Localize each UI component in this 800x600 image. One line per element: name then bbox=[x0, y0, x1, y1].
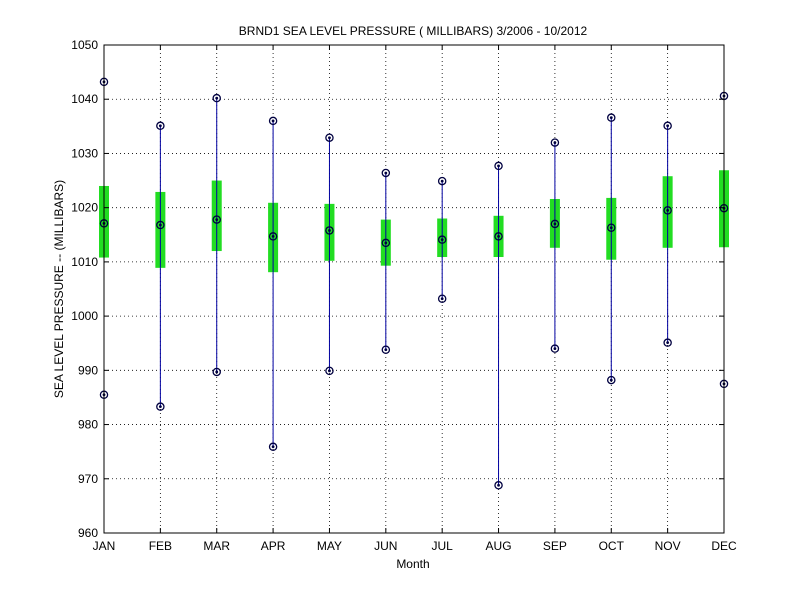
max-marker-apr-dot bbox=[271, 119, 275, 123]
min-marker-nov bbox=[663, 338, 672, 347]
max-marker-oct bbox=[607, 113, 616, 122]
median-marker-oct-dot bbox=[609, 226, 613, 230]
x-axis-label: Month bbox=[396, 557, 429, 571]
min-marker-may bbox=[325, 366, 334, 376]
y-tick-label: 1040 bbox=[71, 92, 98, 106]
max-marker-nov bbox=[663, 121, 672, 131]
median-marker-aug-dot bbox=[497, 235, 500, 238]
min-marker-aug bbox=[494, 481, 503, 490]
y-tick-label: 980 bbox=[78, 418, 98, 432]
x-tick-label: JUL bbox=[432, 539, 454, 553]
chart-title: BRND1 SEA LEVEL PRESSURE ( MILLIBARS) 3/… bbox=[239, 24, 588, 38]
max-marker-jul bbox=[437, 176, 447, 186]
median-marker-sep bbox=[550, 219, 560, 229]
median-marker-apr-dot bbox=[271, 235, 275, 238]
plot-frame bbox=[103, 44, 725, 534]
median-marker-sep-dot bbox=[553, 222, 557, 226]
median-marker-feb-dot bbox=[158, 223, 162, 227]
y-tick-label: 960 bbox=[78, 526, 98, 540]
max-marker-aug-dot bbox=[497, 164, 500, 168]
min-marker-jun-dot bbox=[384, 348, 388, 352]
x-tick-label: JUN bbox=[374, 539, 397, 553]
y-tick-label: 1020 bbox=[71, 201, 98, 215]
min-marker-may-dot bbox=[328, 369, 331, 373]
x-tick-label: AUG bbox=[486, 539, 512, 553]
min-marker-feb-dot bbox=[158, 405, 162, 409]
min-marker-aug-dot bbox=[497, 483, 500, 487]
max-marker-mar bbox=[212, 93, 221, 103]
median-marker-nov-dot bbox=[666, 208, 670, 212]
grid-layer bbox=[104, 45, 724, 533]
x-tick-label: MAR bbox=[203, 539, 230, 553]
x-tick-label: DEC bbox=[711, 539, 737, 553]
median-marker-jul-dot bbox=[440, 238, 444, 242]
x-tick-label: JAN bbox=[93, 539, 116, 553]
median-marker-mar bbox=[212, 215, 221, 224]
min-marker-jul-dot bbox=[440, 297, 444, 301]
min-marker-jun bbox=[381, 345, 391, 354]
y-tick-label: 1030 bbox=[71, 146, 98, 160]
min-marker-mar bbox=[212, 367, 221, 377]
min-marker-jul bbox=[437, 294, 447, 304]
max-marker-may bbox=[325, 133, 334, 142]
min-marker-apr bbox=[268, 442, 278, 452]
y-tick-label: 970 bbox=[78, 472, 98, 486]
median-marker-may-dot bbox=[328, 229, 331, 232]
y-tick-labels: 960 970 980 990 1000 1010 1020 1030 1040 1050 bbox=[71, 38, 724, 540]
median-marker-oct bbox=[607, 223, 616, 232]
max-marker-jun-dot bbox=[384, 171, 388, 175]
x-tick-label: APR bbox=[261, 539, 286, 553]
median-marker-aug bbox=[494, 232, 503, 241]
data-layer bbox=[99, 77, 729, 490]
max-marker-may-dot bbox=[328, 136, 331, 140]
max-marker-jul-dot bbox=[440, 179, 444, 183]
y-tick-label: 1010 bbox=[71, 255, 98, 269]
min-marker-oct-dot bbox=[609, 378, 613, 382]
max-marker-aug bbox=[494, 161, 503, 171]
y-tick-label: 990 bbox=[78, 363, 98, 377]
min-marker-feb bbox=[156, 402, 165, 411]
min-marker-nov-dot bbox=[666, 341, 670, 345]
max-marker-nov-dot bbox=[666, 124, 670, 128]
max-marker-jun bbox=[381, 168, 391, 178]
min-marker-sep-dot bbox=[553, 347, 557, 351]
max-marker-sep-dot bbox=[553, 141, 557, 145]
y-axis-label: SEA LEVEL PRESSURE -- (MILLIBARS) bbox=[52, 180, 66, 398]
median-marker-jun-dot bbox=[384, 241, 388, 245]
min-marker-mar-dot bbox=[215, 370, 219, 374]
x-tick-label: OCT bbox=[599, 539, 625, 553]
median-marker-mar-dot bbox=[215, 218, 219, 221]
y-tick-label: 1000 bbox=[71, 309, 98, 323]
max-marker-sep bbox=[550, 138, 560, 147]
median-marker-feb bbox=[156, 220, 165, 230]
x-tick-label: FEB bbox=[149, 539, 172, 553]
y-tick-label: 1050 bbox=[71, 38, 98, 52]
median-marker-jun bbox=[381, 238, 391, 248]
max-marker-apr bbox=[268, 116, 278, 126]
max-marker-feb bbox=[156, 121, 165, 131]
min-marker-apr-dot bbox=[271, 445, 275, 449]
median-marker-may bbox=[325, 226, 334, 235]
x-tick-labels: JAN FEB MAR APR MAY JUN JUL AUG SEP OCT NOV DEC bbox=[93, 45, 737, 553]
max-marker-mar-dot bbox=[215, 96, 219, 100]
x-tick-label: MAY bbox=[317, 539, 342, 553]
median-marker-apr bbox=[268, 232, 278, 241]
median-marker-jul bbox=[437, 235, 447, 244]
max-marker-oct-dot bbox=[609, 116, 613, 120]
x-tick-label: SEP bbox=[543, 539, 567, 553]
median-marker-nov bbox=[663, 206, 672, 215]
min-marker-oct bbox=[607, 375, 616, 385]
max-marker-feb-dot bbox=[158, 124, 162, 128]
min-marker-sep bbox=[550, 344, 560, 353]
x-tick-label: NOV bbox=[655, 539, 681, 553]
